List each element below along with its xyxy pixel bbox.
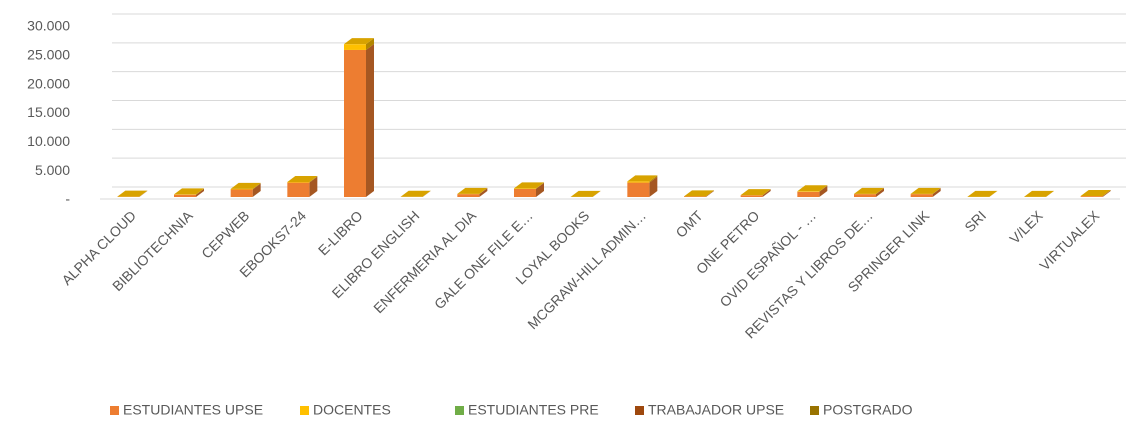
x-tick-label: ENFERMERIA AL DIA bbox=[370, 207, 479, 316]
legend-label: ESTUDIANTES PRE bbox=[468, 402, 599, 418]
y-tick-label: 10.000 bbox=[27, 133, 70, 149]
y-tick-label: 5.000 bbox=[35, 162, 70, 178]
bar-side bbox=[366, 44, 374, 197]
bar-top bbox=[117, 191, 147, 197]
bar-segment bbox=[231, 189, 253, 190]
bar-segment bbox=[287, 183, 309, 197]
bar-segment bbox=[344, 50, 366, 197]
legend-swatch bbox=[300, 406, 309, 415]
legend-label: DOCENTES bbox=[313, 402, 391, 418]
bar-segment bbox=[911, 194, 933, 197]
bar-segment bbox=[627, 183, 649, 197]
x-tick-label: SRI bbox=[961, 207, 989, 235]
bar-segment bbox=[627, 181, 649, 182]
bar-segment bbox=[797, 192, 819, 197]
bar-segment bbox=[514, 189, 536, 197]
legend-label: TRABAJADOR UPSE bbox=[648, 402, 784, 418]
legend-swatch bbox=[635, 406, 644, 415]
bar-segment bbox=[854, 194, 876, 197]
bar-top bbox=[1081, 190, 1111, 196]
bar-segment bbox=[684, 196, 706, 197]
bar-top bbox=[967, 191, 997, 197]
bar-segment bbox=[741, 195, 763, 197]
bar-segment bbox=[797, 191, 819, 192]
bar-segment bbox=[1081, 196, 1103, 197]
x-tick-label: OMT bbox=[672, 207, 706, 241]
x-tick-label: CEPWEB bbox=[198, 207, 252, 261]
x-tick-label: E-LIBRO bbox=[315, 207, 366, 258]
bar-segment bbox=[344, 44, 366, 50]
bar-top bbox=[571, 191, 601, 197]
x-tick-label: V/LEX bbox=[1006, 207, 1046, 247]
bar-segment bbox=[457, 194, 479, 197]
legend-label: ESTUDIANTES UPSE bbox=[123, 402, 263, 418]
y-tick-label: 30.000 bbox=[27, 18, 70, 34]
bar-top bbox=[684, 190, 714, 196]
x-tick-label: VIRTUALEX bbox=[1036, 207, 1103, 274]
x-tick-label: MCGRAW-HILL ADMIN… bbox=[524, 207, 649, 332]
y-tick-label: 20.000 bbox=[27, 75, 70, 91]
bar-segment bbox=[174, 195, 196, 197]
legend-swatch bbox=[455, 406, 464, 415]
legend-swatch bbox=[810, 406, 819, 415]
bar-segment bbox=[514, 188, 536, 189]
y-tick-label: 15.000 bbox=[27, 104, 70, 120]
legend-label: POSTGRADO bbox=[823, 402, 913, 418]
bar-segment bbox=[231, 190, 253, 197]
x-tick-label: GALE ONE FILE E… bbox=[431, 207, 536, 312]
bar-segment bbox=[287, 182, 309, 183]
x-tick-label: OVID ESPAÑOL - … bbox=[716, 207, 819, 310]
y-tick-label: 25.000 bbox=[27, 47, 70, 63]
bar-top bbox=[401, 191, 431, 197]
y-tick-label: - bbox=[65, 191, 70, 207]
legend-swatch bbox=[110, 406, 119, 415]
bar-top bbox=[1024, 191, 1054, 197]
